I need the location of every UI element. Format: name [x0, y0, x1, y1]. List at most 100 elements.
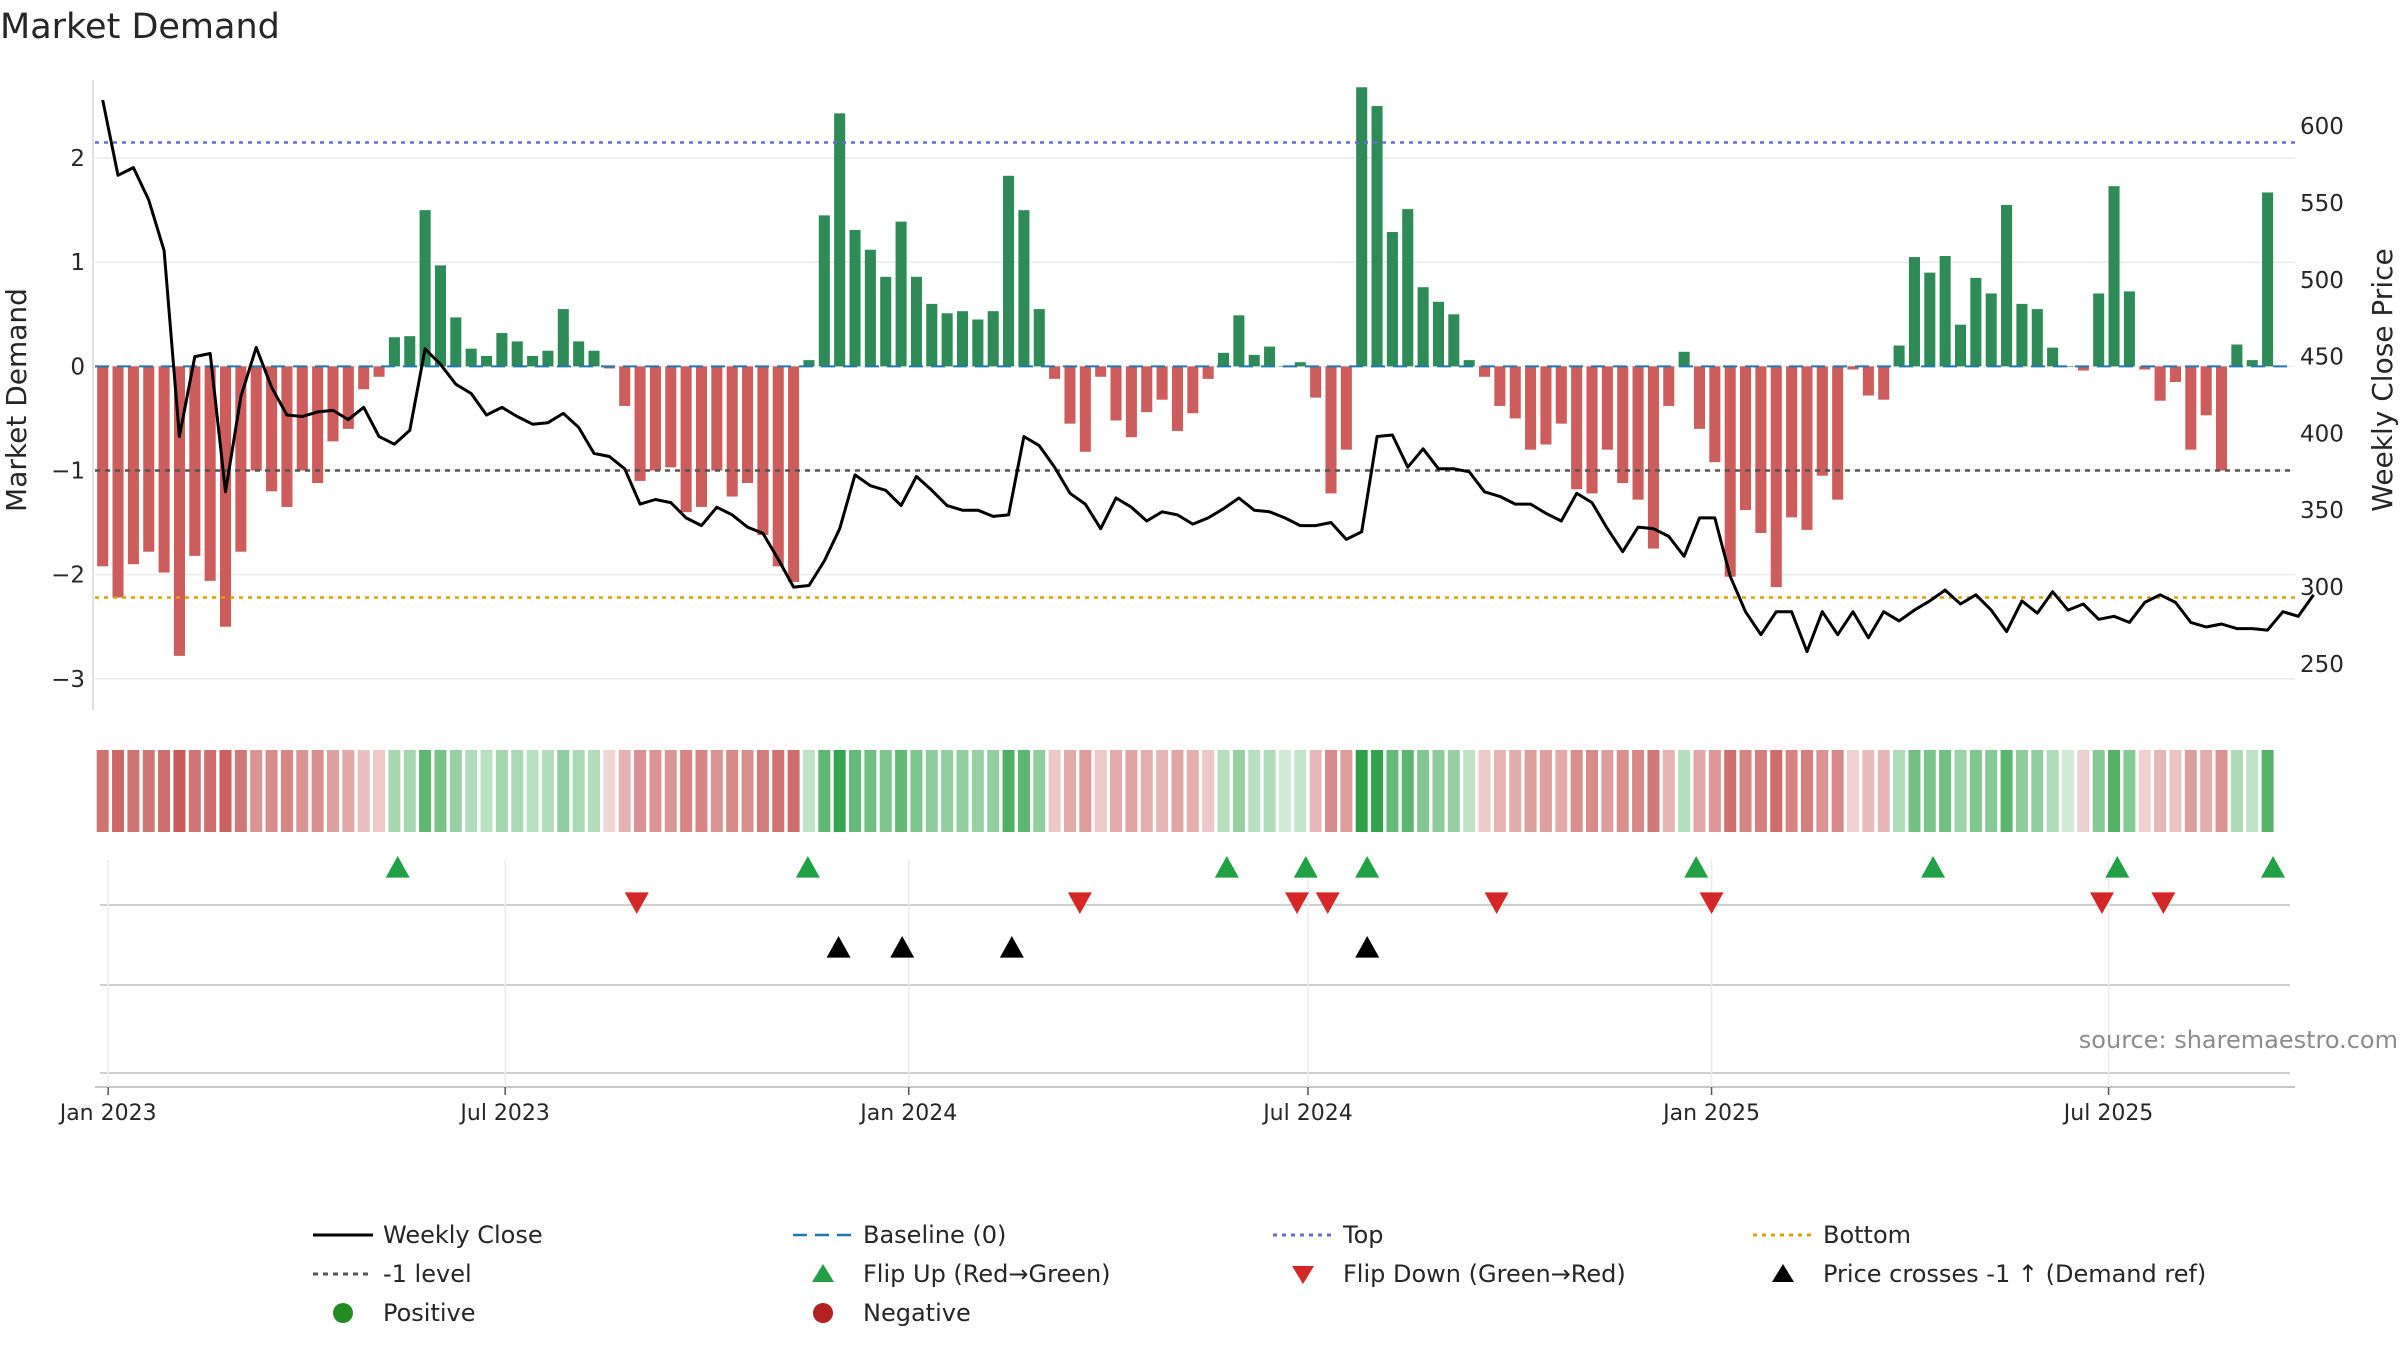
strip-cell — [1048, 750, 1061, 832]
strip-cell — [434, 750, 447, 832]
demand-bar — [1924, 272, 1936, 367]
legend-label: Top — [1342, 1221, 1384, 1249]
strip-cell — [1125, 750, 1138, 832]
demand-bar — [404, 336, 416, 367]
legend-item-top: Top — [1273, 1221, 1384, 1249]
strip-cell — [2200, 750, 2213, 832]
demand-bar — [1954, 324, 1967, 367]
demand-bar — [327, 366, 339, 442]
demand-bar — [1601, 366, 1613, 450]
strip-cell — [741, 750, 754, 832]
demand-bar — [1141, 366, 1153, 413]
demand-heat-strip — [96, 750, 2274, 832]
legend: Weekly Close Baseline (0) Top Bottom -1 leve… — [313, 1221, 2206, 1327]
demand-bar — [450, 317, 462, 367]
price-cross-marker — [999, 936, 1024, 958]
strip-cell — [695, 750, 708, 832]
strip-cell — [204, 750, 217, 832]
demand-bar — [2123, 291, 2135, 367]
legend-label: Baseline (0) — [863, 1221, 1006, 1249]
strip-cell — [480, 750, 493, 832]
demand-bar — [1586, 366, 1598, 494]
demand-bar — [1755, 366, 1767, 533]
demand-bar — [219, 366, 232, 627]
demand-bar — [419, 210, 431, 367]
strip-cell — [1524, 750, 1537, 832]
x-tick-label: Jul 2024 — [1261, 1101, 1353, 1126]
demand-bar — [665, 366, 677, 468]
strip-cell — [326, 750, 339, 832]
left-tick-label: −1 — [51, 458, 85, 484]
left-tick-label: −3 — [51, 667, 85, 693]
strip-cell — [2138, 750, 2151, 832]
strip-cell — [1954, 750, 1967, 832]
strip-cell — [357, 750, 370, 832]
strip-cell — [710, 750, 723, 832]
demand-bar — [1571, 366, 1583, 490]
strip-cell — [1770, 750, 1783, 832]
legend-item-flip-up: Flip Up (Red→Green) — [812, 1260, 1111, 1288]
demand-bar — [1110, 366, 1122, 421]
legend-item-positive-dot: Positive — [333, 1299, 476, 1327]
demand-bar — [1325, 366, 1337, 494]
strip-cell — [772, 750, 785, 832]
demand-bar — [1125, 366, 1137, 438]
strip-cell — [219, 750, 232, 832]
strip-cell — [1570, 750, 1583, 832]
demand-bar — [941, 313, 953, 367]
chart-title: Market Demand — [0, 7, 280, 47]
strip-cell — [1232, 750, 1245, 832]
demand-bar — [434, 265, 446, 367]
demand-bar — [619, 366, 631, 406]
strip-cell — [2031, 750, 2044, 832]
demand-bar — [1617, 366, 1629, 483]
x-tick-label: Jul 2025 — [2062, 1101, 2154, 1126]
legend-label: Flip Up (Red→Green) — [863, 1260, 1111, 1288]
strip-cell — [511, 750, 524, 832]
event-markers: Jan 2023 Jul 2023 Jan 2024 Jul 2024 Jan 2025… — [58, 856, 2295, 1126]
demand-bar — [2262, 192, 2274, 367]
strip-cell — [2000, 750, 2013, 832]
demand-bar — [1878, 366, 1890, 400]
flip-up-marker — [2261, 856, 2286, 878]
demand-bar — [1371, 106, 1383, 367]
demand-bar — [1908, 257, 1920, 367]
demand-bar — [1356, 87, 1368, 367]
legend-swatch-triangle-up — [812, 1264, 834, 1282]
demand-bar — [1202, 366, 1214, 379]
demand-bar — [910, 276, 922, 367]
strip-cell — [373, 750, 386, 832]
strip-cell — [1831, 750, 1844, 832]
demand-bars — [97, 87, 2274, 656]
demand-bar — [1494, 366, 1506, 406]
demand-bar — [373, 366, 385, 377]
demand-bar — [772, 366, 784, 567]
strip-cell — [280, 750, 293, 832]
legend-label: Bottom — [1823, 1221, 1911, 1249]
demand-bar — [972, 319, 984, 367]
demand-bar — [1003, 175, 1015, 367]
demand-bar — [112, 366, 124, 598]
demand-bar — [2185, 366, 2197, 450]
strip-cell — [2184, 750, 2197, 832]
x-tick-label: Jul 2023 — [458, 1101, 550, 1126]
demand-bar — [695, 366, 708, 507]
legend-label: Price crosses -1 ↑ (Demand ref) — [1823, 1260, 2206, 1288]
strip-cell — [2092, 750, 2105, 832]
legend-swatch-dot — [333, 1303, 353, 1323]
strip-cell — [1785, 750, 1798, 832]
demand-bar — [2062, 366, 2074, 367]
strip-cell — [158, 750, 171, 832]
strip-cell — [833, 750, 846, 832]
strip-cell — [1847, 750, 1860, 832]
legend-item-close: Weekly Close — [313, 1221, 543, 1249]
flip-up-marker — [1921, 856, 1946, 878]
strip-cell — [849, 750, 862, 832]
demand-bar — [1248, 354, 1260, 367]
right-axis-label: Weekly Close Price — [2366, 248, 2399, 511]
strip-cell — [419, 750, 432, 832]
price-cross-marker — [826, 936, 851, 958]
strip-cell — [1800, 750, 1813, 832]
right-tick-label: 400 — [2300, 421, 2344, 447]
demand-bar — [1816, 366, 1828, 476]
